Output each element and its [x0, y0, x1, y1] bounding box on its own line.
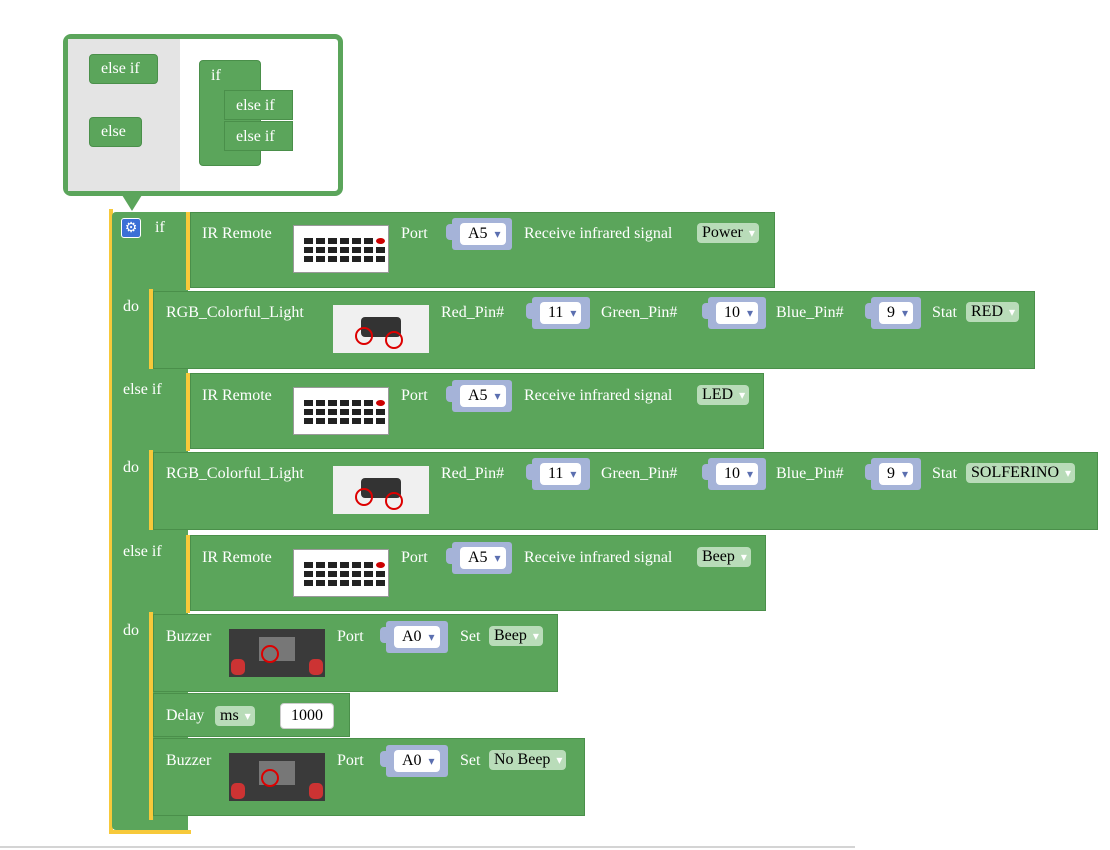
signal-dropdown[interactable]: Beep — [697, 547, 751, 567]
slot-outline-1 — [149, 289, 153, 369]
ir-remote-block-3[interactable]: IR Remote Port A5 Receive infrared signa… — [190, 535, 766, 611]
receive-label: Receive infrared signal — [524, 387, 673, 404]
palette-else-block[interactable]: else — [89, 117, 142, 147]
red-pin-selector[interactable]: 11 — [526, 458, 590, 490]
selection-outline-bottom — [109, 830, 191, 834]
port-selector[interactable]: A5 — [446, 218, 512, 250]
port-selector[interactable]: A5 — [446, 380, 512, 412]
red-pin-label: Red_Pin# — [441, 465, 505, 482]
buzzer-set-dropdown[interactable]: Beep — [489, 626, 543, 646]
ir-remote-image — [293, 225, 389, 273]
delay-label: Delay — [166, 707, 205, 724]
port-dropdown[interactable]: A5 — [460, 223, 506, 245]
port-dropdown[interactable]: A5 — [460, 385, 506, 407]
green-pin-selector[interactable]: 10 — [702, 297, 766, 329]
buzzer-port-selector[interactable]: A0 — [380, 745, 448, 777]
rgb-label: RGB_Colorful_Light — [166, 304, 304, 321]
green-pin-dropdown[interactable]: 10 — [716, 302, 758, 324]
set-label: Set — [460, 628, 481, 645]
blue-pin-dropdown[interactable]: 9 — [879, 302, 913, 324]
port-dropdown[interactable]: A5 — [460, 547, 506, 569]
buzzer-label: Buzzer — [166, 628, 212, 645]
buzzer-image — [229, 629, 325, 677]
blue-pin-dropdown[interactable]: 9 — [879, 463, 913, 485]
if-label: if — [155, 219, 165, 236]
rgb-car-image — [333, 466, 429, 514]
do-label-2: do — [123, 459, 139, 476]
workspace-scrollbar[interactable] — [0, 846, 855, 848]
gear-icon[interactable]: ⚙ — [121, 218, 141, 238]
stat-dropdown[interactable]: RED — [966, 302, 1019, 322]
mutator-if-label: if — [211, 67, 221, 84]
delay-block[interactable]: Delay ms 1000 — [153, 693, 350, 737]
blue-pin-label: Blue_Pin# — [776, 304, 844, 321]
mutator-else-if-2[interactable]: else if — [224, 121, 293, 151]
signal-dropdown[interactable]: LED — [697, 385, 750, 405]
red-pin-dropdown[interactable]: 11 — [540, 463, 582, 485]
palette-else-if-label: else if — [101, 60, 140, 77]
port-label: Port — [401, 387, 428, 404]
blue-pin-selector[interactable]: 9 — [865, 297, 921, 329]
blue-pin-selector[interactable]: 9 — [865, 458, 921, 490]
buzzer-label: Buzzer — [166, 752, 212, 769]
delay-unit-dropdown[interactable]: ms — [215, 706, 255, 726]
mutator-else-if-1-label: else if — [236, 97, 275, 114]
ir-remote-block-1[interactable]: IR Remote Port A5 Receive infrared signa… — [190, 212, 775, 288]
do-label-1: do — [123, 298, 139, 315]
buzzer-port-selector[interactable]: A0 — [380, 621, 448, 653]
green-pin-dropdown[interactable]: 10 — [716, 463, 758, 485]
port-label: Port — [401, 225, 428, 242]
slot-outline-2 — [149, 450, 153, 530]
else-if-label-1: else if — [123, 381, 162, 398]
green-pin-selector[interactable]: 10 — [702, 458, 766, 490]
buzzer-set-dropdown[interactable]: No Beep — [489, 750, 567, 770]
rgb-light-block-2[interactable]: RGB_Colorful_Light Red_Pin# 11 Green_Pin… — [153, 452, 1098, 530]
do-label-3: do — [123, 622, 139, 639]
port-selector[interactable]: A5 — [446, 542, 512, 574]
slot-outline-3 — [149, 612, 153, 820]
port-label: Port — [337, 752, 364, 769]
set-label: Set — [460, 752, 481, 769]
palette-else-if-block[interactable]: else if — [89, 54, 158, 84]
port-label: Port — [337, 628, 364, 645]
port-label: Port — [401, 549, 428, 566]
ir-remote-image — [293, 387, 389, 435]
mutator-else-if-1[interactable]: else if — [224, 90, 293, 120]
green-pin-label: Green_Pin# — [601, 304, 678, 321]
else-if-label-2: else if — [123, 543, 162, 560]
red-pin-selector[interactable]: 11 — [526, 297, 590, 329]
buzzer-block-2[interactable]: Buzzer Port A0 Set No Beep — [153, 738, 585, 816]
value-outline-2 — [186, 373, 190, 451]
mutator-bubble-tail — [122, 195, 142, 211]
selection-outline-left — [109, 209, 113, 834]
ir-remote-label: IR Remote — [202, 225, 272, 242]
ir-remote-block-2[interactable]: IR Remote Port A5 Receive infrared signa… — [190, 373, 764, 449]
ir-remote-image — [293, 549, 389, 597]
stat-dropdown[interactable]: SOLFERINO — [966, 463, 1076, 483]
buzzer-port-dropdown[interactable]: A0 — [394, 626, 440, 648]
value-outline-3 — [186, 535, 190, 613]
buzzer-image — [229, 753, 325, 801]
receive-label: Receive infrared signal — [524, 549, 673, 566]
stat-label: Stat — [932, 304, 957, 321]
ir-remote-label: IR Remote — [202, 387, 272, 404]
value-outline-1 — [186, 212, 190, 290]
ir-remote-label: IR Remote — [202, 549, 272, 566]
buzzer-block-1[interactable]: Buzzer Port A0 Set Beep — [153, 614, 558, 692]
rgb-light-block-1[interactable]: RGB_Colorful_Light Red_Pin# 11 Green_Pin… — [153, 291, 1035, 369]
stat-label: Stat — [932, 465, 957, 482]
receive-label: Receive infrared signal — [524, 225, 673, 242]
red-pin-label: Red_Pin# — [441, 304, 505, 321]
palette-else-label: else — [101, 123, 126, 140]
rgb-label: RGB_Colorful_Light — [166, 465, 304, 482]
buzzer-port-dropdown[interactable]: A0 — [394, 750, 440, 772]
blue-pin-label: Blue_Pin# — [776, 465, 844, 482]
signal-dropdown[interactable]: Power — [697, 223, 759, 243]
red-pin-dropdown[interactable]: 11 — [540, 302, 582, 324]
delay-value-input[interactable]: 1000 — [280, 703, 334, 729]
green-pin-label: Green_Pin# — [601, 465, 678, 482]
rgb-car-image — [333, 305, 429, 353]
mutator-else-if-2-label: else if — [236, 128, 275, 145]
